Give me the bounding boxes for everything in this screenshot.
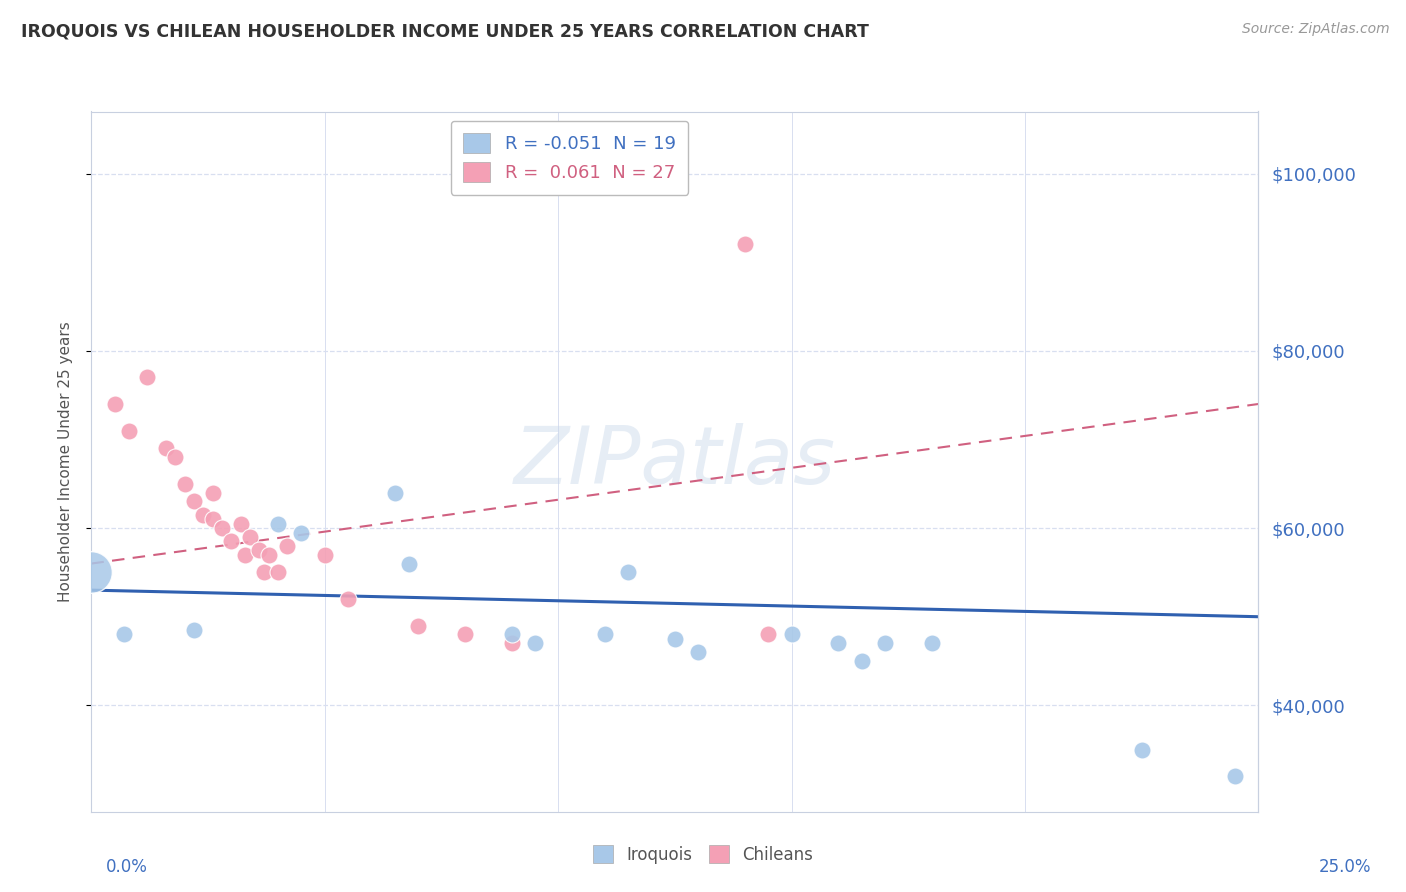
Point [523, 636, 546, 650]
Point [165, 450, 187, 465]
Point [112, 627, 135, 641]
Point [118, 424, 141, 438]
Point [1223, 769, 1246, 783]
Point [617, 566, 640, 580]
Point [873, 636, 896, 650]
Point [501, 636, 523, 650]
Point [136, 370, 159, 384]
Text: Source: ZipAtlas.com: Source: ZipAtlas.com [1241, 22, 1389, 37]
Point [201, 512, 224, 526]
Point [253, 566, 276, 580]
Point [756, 627, 779, 641]
Point [398, 557, 420, 571]
Point [454, 627, 477, 641]
Point [501, 627, 523, 641]
Point [1130, 742, 1153, 756]
Point [827, 636, 849, 650]
Point [221, 534, 243, 549]
Point [406, 618, 429, 632]
Point [384, 485, 406, 500]
Point [173, 476, 195, 491]
Point [267, 516, 290, 531]
Point [104, 397, 127, 411]
Point [249, 543, 271, 558]
Point [851, 654, 873, 668]
Y-axis label: Householder Income Under 25 years: Householder Income Under 25 years [58, 321, 73, 602]
Text: IROQUOIS VS CHILEAN HOUSEHOLDER INCOME UNDER 25 YEARS CORRELATION CHART: IROQUOIS VS CHILEAN HOUSEHOLDER INCOME U… [21, 22, 869, 40]
Point [337, 592, 360, 607]
Point [211, 521, 233, 535]
Point [664, 632, 686, 646]
Point [80, 566, 103, 580]
Legend: Iroquois, Chileans: Iroquois, Chileans [586, 838, 820, 871]
Point [267, 566, 290, 580]
Point [193, 508, 215, 522]
Legend: R = -0.051  N = 19, R =  0.061  N = 27: R = -0.051 N = 19, R = 0.061 N = 27 [450, 120, 689, 194]
Text: 0.0%: 0.0% [105, 858, 148, 876]
Point [780, 627, 803, 641]
Point [314, 548, 336, 562]
Point [229, 516, 252, 531]
Point [239, 530, 262, 544]
Point [257, 548, 280, 562]
Point [235, 548, 257, 562]
Point [734, 237, 756, 252]
Point [593, 627, 616, 641]
Point [921, 636, 943, 650]
Point [183, 623, 205, 637]
Point [290, 525, 312, 540]
Text: ZIPatlas: ZIPatlas [513, 423, 837, 500]
Point [201, 485, 224, 500]
Point [183, 494, 205, 508]
Point [155, 442, 177, 456]
Text: 25.0%: 25.0% [1319, 858, 1371, 876]
Point [688, 645, 710, 659]
Point [276, 539, 298, 553]
